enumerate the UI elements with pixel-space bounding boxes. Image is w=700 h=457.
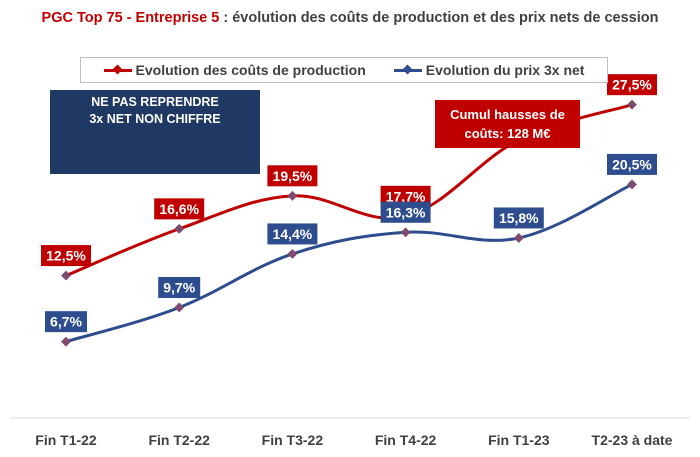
data-point-costs [627,99,637,110]
svg-text:20,5%: 20,5% [612,156,652,172]
legend-entry-costs: Evolution des coûts de production [103,62,366,78]
chart-title: PGC Top 75 - Entreprise 5 : évolution de… [40,8,660,29]
svg-text:27,5%: 27,5% [612,77,652,93]
cumul-line-1: Cumul hausses de [450,107,565,122]
data-label-costs: 12,5% [41,245,91,267]
data-label-costs: 27,5% [607,74,657,96]
data-point-price [513,233,524,243]
data-point-price [627,179,637,190]
note-line-2: 3x NET NON CHIFFRE [89,112,221,126]
note-box: NE PAS REPRENDRE 3x NET NON CHIFFRE [50,90,260,174]
data-point-price [400,227,411,238]
data-label-price: 6,7% [45,311,87,333]
note-line-1: NE PAS REPRENDRE [91,95,219,109]
svg-text:9,7%: 9,7% [163,279,195,295]
svg-text:12,5%: 12,5% [46,248,86,264]
svg-text:15,8%: 15,8% [499,210,539,226]
data-point-price [174,302,185,313]
legend-label-price: Evolution du prix 3x net [425,62,585,78]
svg-text:19,5%: 19,5% [273,168,313,184]
cumulative-cost-box: Cumul hausses de coûts: 128 M€ [435,100,580,148]
chart-title-text: : évolution des coûts de production et d… [219,10,659,26]
series-line-price [64,182,634,344]
x-tick-layer: Fin T1-22 Fin T2-22 Fin T3-22 Fin T4-22 Fin … [35,432,672,448]
data-label-price: 9,7% [158,276,201,298]
cumul-line-2: coûts: 128 M€ [464,126,551,141]
data-label-price: 20,5% [607,153,657,175]
data-label-costs: 19,5% [267,165,318,187]
x-tick-label: Fin T1-22 [35,432,97,448]
data-label-price: 16,3% [380,201,431,223]
svg-text:6,7%: 6,7% [50,314,82,330]
legend-swatch-price [393,64,422,76]
svg-text:16,6%: 16,6% [159,201,199,217]
data-label-costs: 17,7% [380,185,431,207]
data-label-costs: 16,6% [154,198,205,220]
data-point-costs [61,270,71,281]
data-label-price: 14,4% [267,223,318,245]
x-tick-label: Fin T1-23 [488,432,550,448]
legend-swatch-costs [103,64,132,76]
svg-text:17,7%: 17,7% [386,188,426,204]
data-point-price [287,248,298,259]
data-point-price [61,336,71,347]
legend-label-costs: Evolution des coûts de production [135,62,366,78]
data-point-costs [287,190,298,201]
legend-entry-price: Evolution du prix 3x net [393,62,585,78]
svg-text:14,4%: 14,4% [273,226,313,242]
svg-text:16,3%: 16,3% [386,204,426,220]
x-tick-label: Fin T4-22 [375,432,437,448]
data-label-price: 15,8% [493,207,544,229]
x-tick-label: Fin T2-22 [148,432,210,448]
data-point-costs [174,223,185,234]
x-tick-label: Fin T3-22 [262,432,324,448]
legend: Evolution des coûts de production Evolut… [80,57,608,83]
chart-title-brand: PGC Top 75 - Entreprise 5 [41,10,220,26]
x-tick-label: T2-23 à date [592,432,673,448]
